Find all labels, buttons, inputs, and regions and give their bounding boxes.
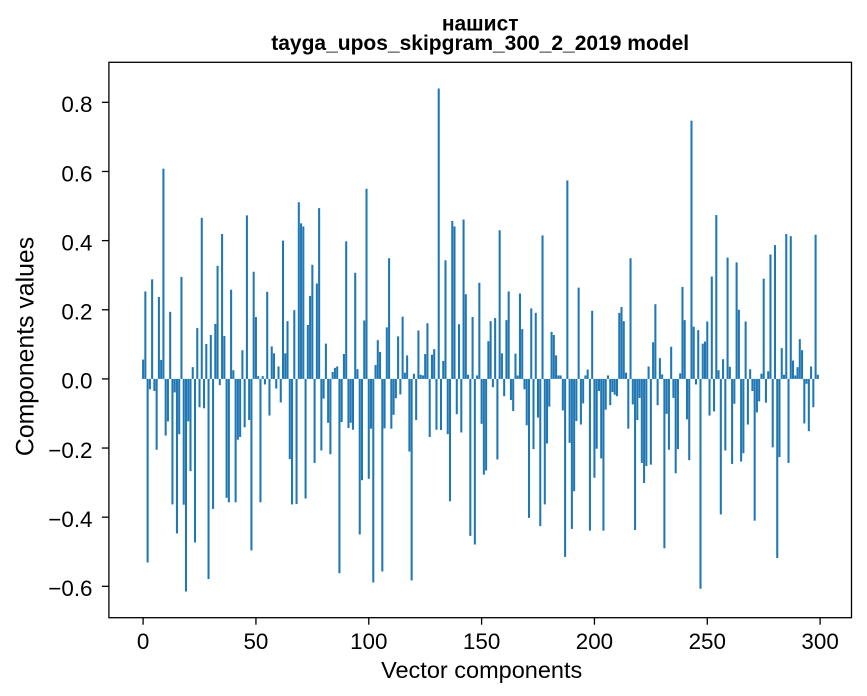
svg-text:Components values: Components values <box>13 237 40 456</box>
svg-text:300: 300 <box>801 629 838 654</box>
svg-text:100: 100 <box>350 629 387 654</box>
svg-text:250: 250 <box>689 629 726 654</box>
svg-text:0.8: 0.8 <box>61 92 92 117</box>
svg-text:tayga_upos_skipgram_300_2_2019: tayga_upos_skipgram_300_2_2019 model <box>271 32 689 55</box>
svg-text:−0.2: −0.2 <box>48 438 92 463</box>
svg-text:нашист: нашист <box>442 12 519 35</box>
svg-text:−0.4: −0.4 <box>48 507 92 532</box>
svg-text:0.0: 0.0 <box>61 369 92 394</box>
svg-text:−0.6: −0.6 <box>48 576 92 601</box>
svg-text:0.4: 0.4 <box>61 230 92 255</box>
svg-text:150: 150 <box>463 629 500 654</box>
svg-text:50: 50 <box>243 629 268 654</box>
svg-text:Vector components: Vector components <box>381 657 582 683</box>
svg-text:200: 200 <box>576 629 613 654</box>
svg-text:0: 0 <box>137 629 149 654</box>
svg-text:0.6: 0.6 <box>61 161 92 186</box>
svg-text:0.2: 0.2 <box>61 300 92 325</box>
